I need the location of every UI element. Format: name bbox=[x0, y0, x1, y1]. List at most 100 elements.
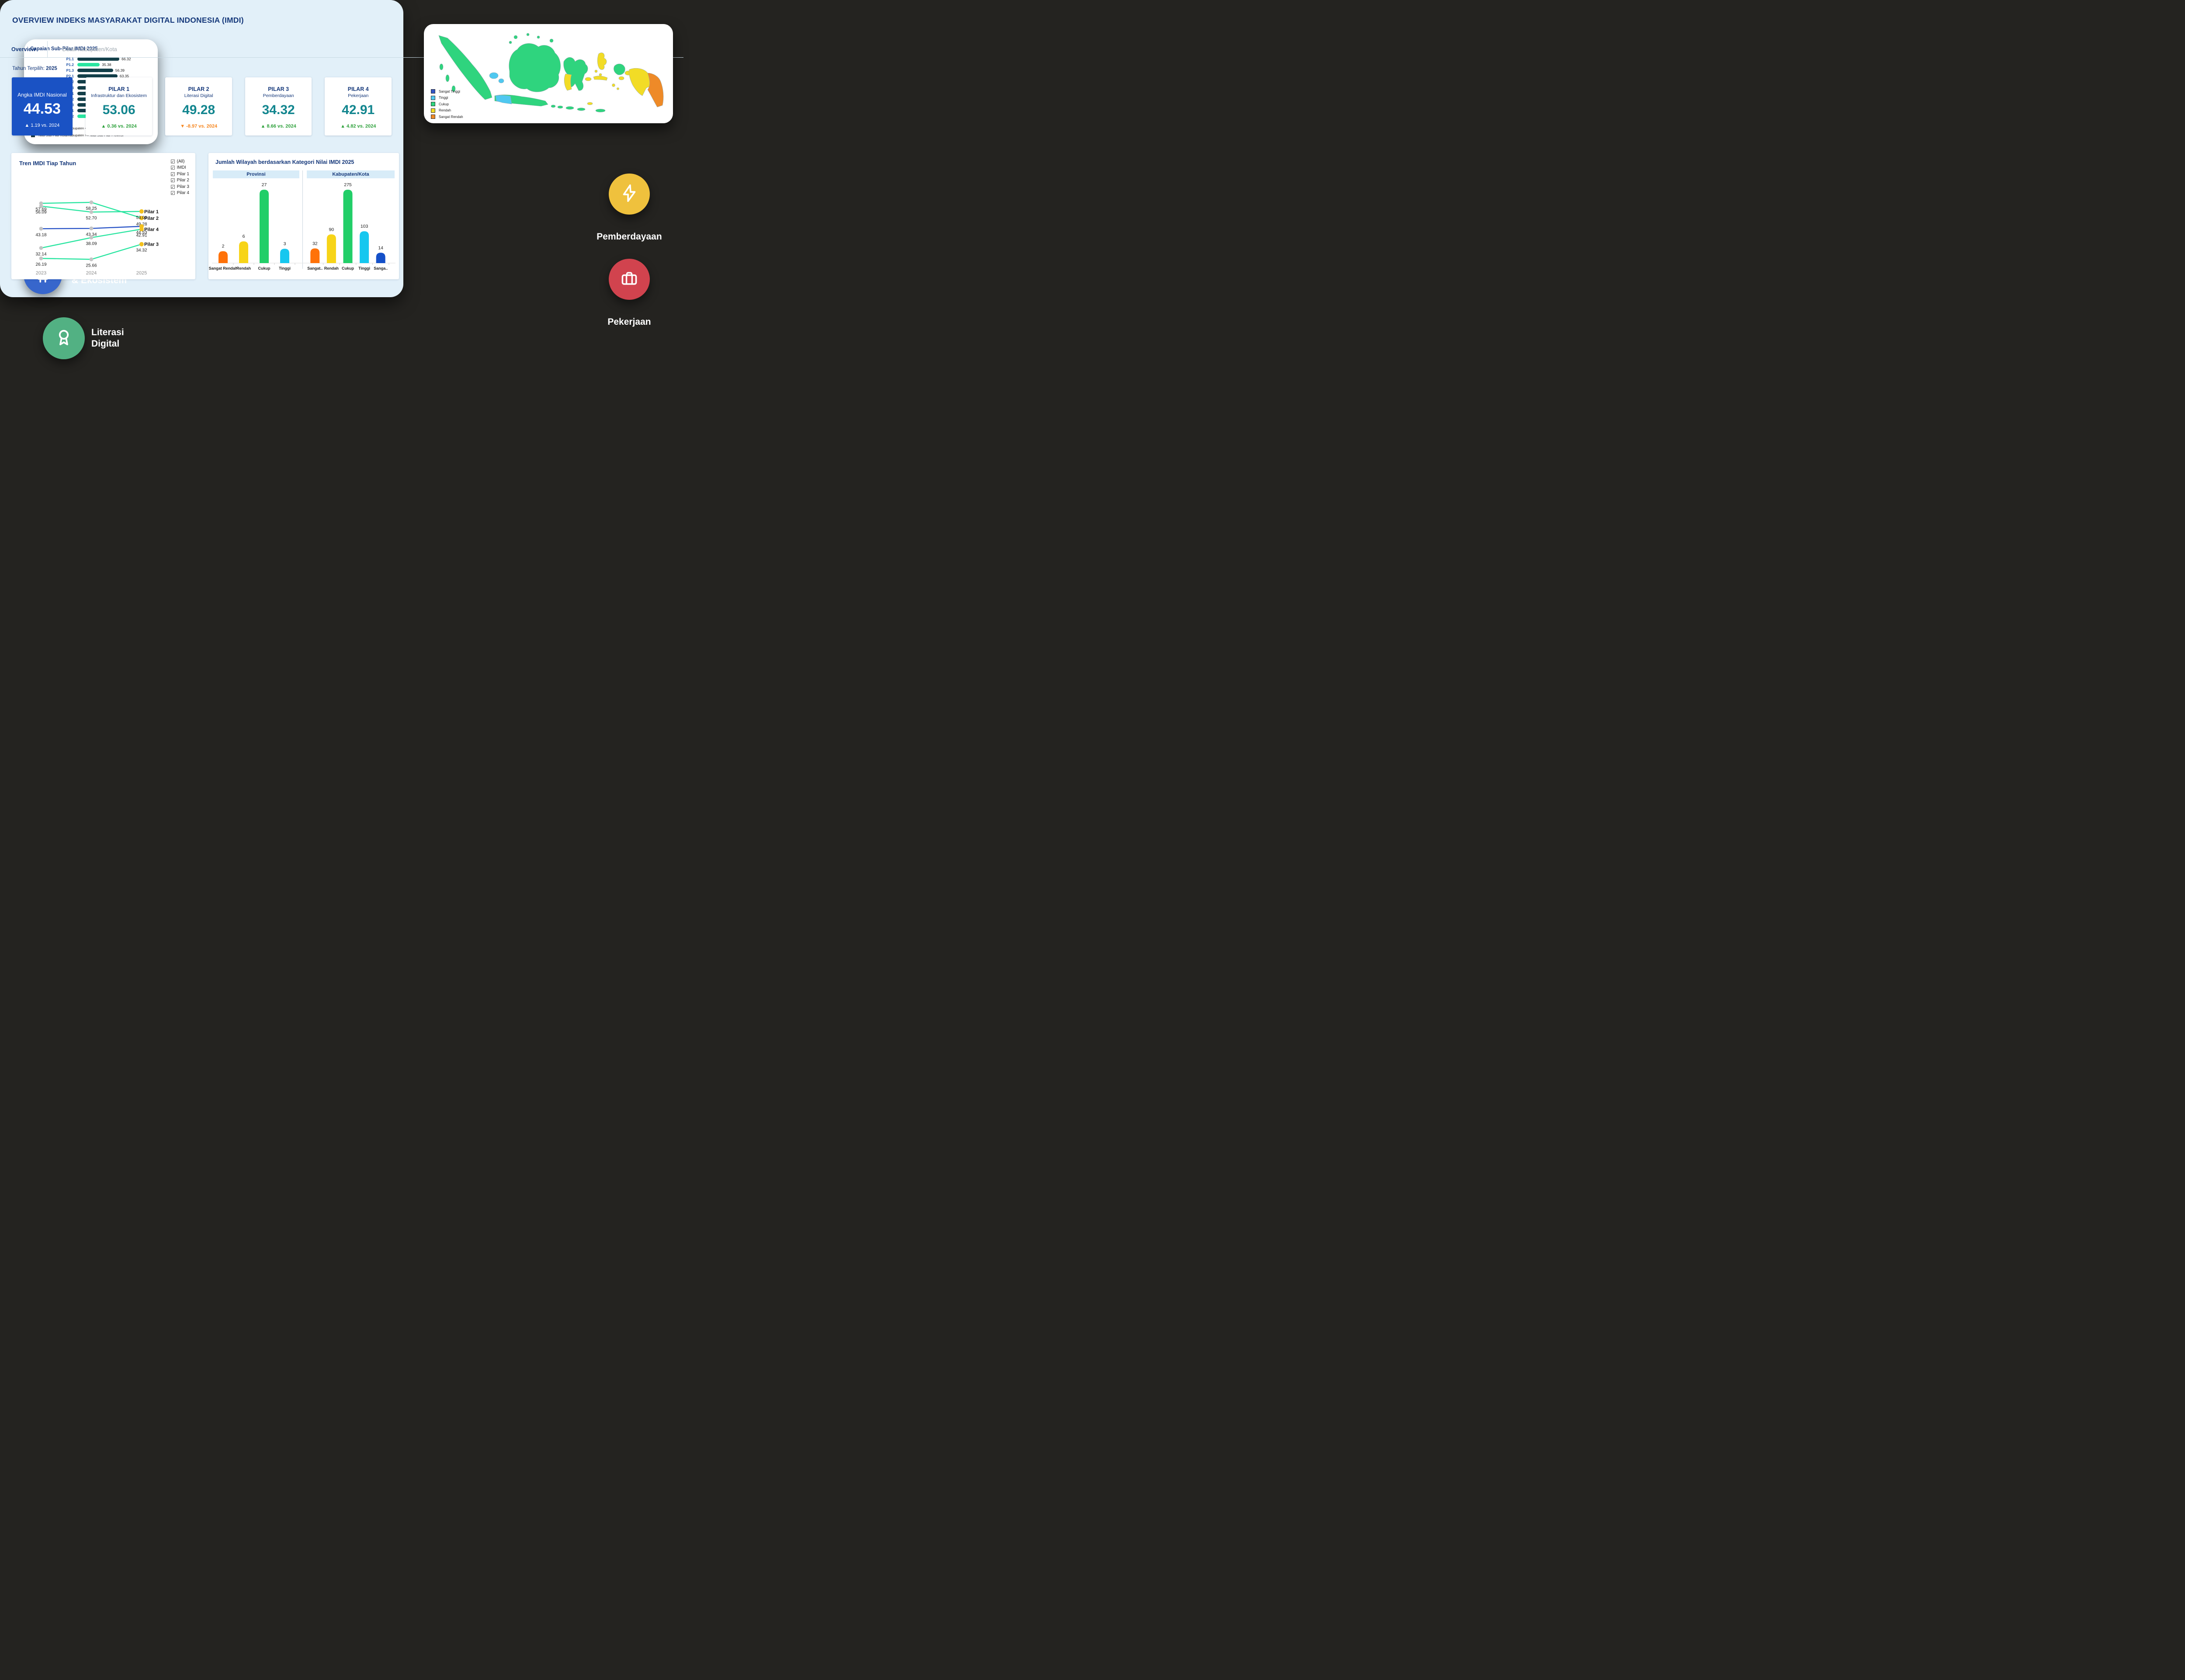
point-value-label: 26.19 bbox=[35, 262, 46, 267]
point-value-label: 58.25 bbox=[86, 206, 97, 211]
map-region-tinggi[interactable] bbox=[495, 95, 512, 104]
checkbox-checked-icon[interactable]: ✓ bbox=[170, 166, 175, 170]
category-bar-sanga-[interactable] bbox=[376, 253, 385, 263]
subpilar-bar[interactable] bbox=[77, 68, 113, 72]
category-bar-cukup[interactable] bbox=[343, 190, 353, 263]
map-region-rendah[interactable] bbox=[587, 102, 593, 105]
legend-checkbox-all[interactable]: ✓ (All) bbox=[170, 159, 189, 164]
subpilar-bar-row: P2.1 63.35 bbox=[30, 73, 152, 79]
map-region-rendah[interactable] bbox=[593, 76, 608, 81]
data-point[interactable] bbox=[139, 209, 144, 214]
subpilar-bar[interactable] bbox=[77, 62, 100, 66]
map-region-cukup[interactable] bbox=[451, 85, 456, 92]
kpi-subtitle: Infrastruktur dan Ekosistem bbox=[91, 93, 147, 98]
pillar-callout-literasi: Literasi Digital bbox=[43, 317, 124, 359]
kpi-pilar-2: PILAR 2 Literasi Digital 49.28 ▼ -8.97 v… bbox=[165, 77, 232, 135]
map-region-rendah[interactable] bbox=[597, 52, 607, 70]
map-region-cukup[interactable] bbox=[577, 108, 586, 111]
checkbox-checked-icon[interactable]: ✓ bbox=[170, 159, 175, 164]
map-legend-item: Tinggi bbox=[431, 95, 463, 100]
map-region-rendah[interactable] bbox=[612, 83, 615, 87]
map-region-cukup[interactable] bbox=[509, 41, 512, 44]
category-bar-rendah[interactable] bbox=[326, 234, 336, 263]
subpilar-bar[interactable] bbox=[77, 103, 92, 107]
data-point[interactable] bbox=[39, 256, 43, 260]
pekerjaan-circle bbox=[609, 259, 650, 300]
subpilar-bar[interactable] bbox=[77, 57, 120, 61]
data-point[interactable] bbox=[139, 242, 144, 246]
map-region-cukup[interactable] bbox=[595, 109, 606, 112]
map-region-sangat_rendah[interactable] bbox=[647, 73, 664, 108]
series-line-Pilar 3[interactable] bbox=[41, 243, 142, 260]
data-point[interactable] bbox=[39, 201, 43, 205]
map-region-rendah[interactable] bbox=[564, 73, 572, 91]
kpi-title: PILAR 2 bbox=[188, 86, 209, 92]
map-region-cukup[interactable] bbox=[445, 74, 450, 82]
bar-category-label: Tinggi bbox=[358, 266, 370, 271]
data-point[interactable] bbox=[89, 226, 94, 231]
map-legend: Sangat Tinggi Tinggi Cukup Rendah Sangat Ren… bbox=[431, 87, 463, 119]
map-region-rendah[interactable] bbox=[618, 76, 624, 80]
category-bar-tinggi[interactable] bbox=[280, 249, 289, 263]
data-point[interactable] bbox=[89, 210, 94, 214]
subpilar-bar[interactable] bbox=[77, 74, 118, 78]
map-region-cukup[interactable] bbox=[439, 63, 444, 70]
map-region-cukup[interactable] bbox=[565, 106, 574, 110]
map-region-cukup[interactable] bbox=[537, 35, 540, 39]
category-bar-tinggi[interactable] bbox=[360, 231, 369, 263]
subpilar-bar-row: P1.1 66.32 bbox=[30, 56, 152, 62]
tab-overview[interactable]: Overview bbox=[11, 46, 36, 52]
data-point[interactable] bbox=[89, 200, 94, 205]
page-title: OVERVIEW INDEKS MASYARAKAT DIGITAL INDON… bbox=[12, 16, 244, 24]
indonesia-choropleth-map bbox=[438, 33, 664, 112]
legend-label: Tinggi bbox=[439, 96, 448, 100]
map-region-rendah[interactable] bbox=[617, 87, 619, 90]
checkbox-checked-icon[interactable]: ✓ bbox=[170, 178, 175, 183]
tab-detail-kabupaten-kota[interactable]: Detail Kabupaten/Kota bbox=[47, 41, 128, 57]
bar-value-label: 103 bbox=[361, 224, 368, 229]
map-region-cukup[interactable] bbox=[549, 38, 554, 43]
category-bar-rendah[interactable] bbox=[239, 241, 248, 263]
map-region-cukup[interactable] bbox=[551, 104, 556, 108]
category-bar-sangat-rendah[interactable] bbox=[218, 251, 228, 263]
data-point[interactable] bbox=[139, 227, 144, 232]
data-point[interactable] bbox=[89, 257, 94, 261]
subpilar-bar-value: 66.32 bbox=[121, 56, 131, 61]
map-region-cukup[interactable] bbox=[526, 33, 530, 36]
category-bar-cukup[interactable] bbox=[260, 190, 269, 263]
data-point[interactable] bbox=[39, 226, 43, 231]
map-region-rendah[interactable] bbox=[585, 77, 592, 81]
bar-value-label: 275 bbox=[344, 182, 352, 187]
subpilar-bar-row: P1.3 56.39 bbox=[30, 67, 152, 73]
map-region-cukup[interactable] bbox=[614, 63, 625, 75]
bar-value-label: 90 bbox=[329, 227, 334, 232]
data-point[interactable] bbox=[39, 246, 43, 250]
map-region-cukup[interactable] bbox=[509, 43, 561, 92]
data-point[interactable] bbox=[39, 204, 43, 208]
legend-checkbox-pilar4[interactable]: ✓ Pilar 4 bbox=[170, 191, 189, 195]
map-region-rendah[interactable] bbox=[599, 73, 602, 76]
map-region-tinggi[interactable] bbox=[489, 72, 499, 79]
map-region-tinggi[interactable] bbox=[498, 78, 504, 83]
subpilar-bar-value: 63.35 bbox=[119, 74, 129, 79]
legend-checkbox-imdi[interactable]: ✓ IMDI bbox=[170, 165, 189, 170]
kpi-subtitle: Literasi Digital bbox=[184, 93, 213, 98]
category-bar-sangat-[interactable] bbox=[310, 248, 320, 263]
kpi-value: 42.91 bbox=[342, 103, 375, 117]
data-point[interactable] bbox=[139, 215, 144, 220]
point-value-label: 57.69 bbox=[35, 207, 46, 212]
legend-checkbox-pilar3[interactable]: ✓ Pilar 3 bbox=[170, 184, 189, 189]
kpi-subtitle: Pemberdayaan bbox=[263, 93, 294, 98]
legend-checkbox-pilar1[interactable]: ✓ Pilar 1 bbox=[170, 172, 189, 177]
checkbox-checked-icon[interactable]: ✓ bbox=[170, 184, 175, 189]
checkbox-checked-icon[interactable]: ✓ bbox=[170, 172, 175, 177]
kpi-delta: ▲ 0.36 vs. 2024 bbox=[101, 124, 137, 129]
data-point[interactable] bbox=[89, 236, 94, 240]
map-region-cukup[interactable] bbox=[557, 105, 563, 109]
checkbox-checked-icon[interactable]: ✓ bbox=[170, 191, 175, 195]
map-region-cukup[interactable] bbox=[438, 35, 492, 100]
legend-checkbox-pilar2[interactable]: ✓ Pilar 2 bbox=[170, 178, 189, 183]
map-region-rendah[interactable] bbox=[594, 69, 598, 73]
legend-label: Nilai Sub Pilar Kota/Kabupaten < Nilai S… bbox=[38, 126, 121, 130]
map-region-cukup[interactable] bbox=[513, 35, 518, 39]
